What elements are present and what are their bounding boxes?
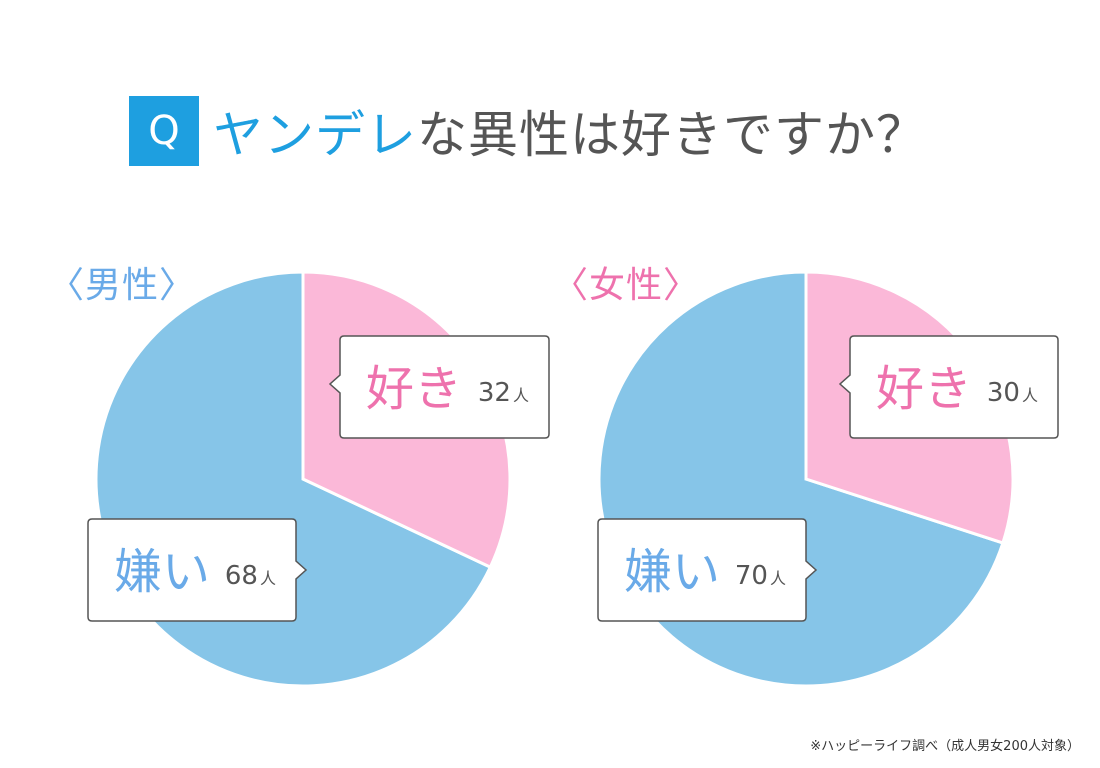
male-like-callout-box [328, 335, 550, 439]
female-like-value: 30 [987, 378, 1020, 408]
male-like-label: 好き [366, 361, 462, 417]
female-dislike-count: 70 人 [735, 561, 786, 591]
male-dislike-label: 嫌い [114, 544, 210, 600]
female-like-callout-box [838, 335, 1059, 439]
female-like-count: 30 人 [987, 378, 1038, 408]
male-dislike-unit: 人 [260, 569, 276, 588]
male-like-callout: 好き 32 人 [328, 335, 550, 439]
male-dislike-value: 68 [225, 561, 258, 591]
male-dislike-count: 68 人 [225, 561, 276, 591]
male-like-count: 32 人 [478, 378, 529, 408]
female-like-callout: 好き 30 人 [838, 335, 1059, 439]
female-group-label: 〈女性〉 [552, 265, 701, 306]
male-dislike-callout-box [87, 518, 308, 622]
male-dislike-callout: 嫌い 68 人 [87, 518, 308, 622]
male-group-label: 〈男性〉 [48, 265, 197, 306]
male-like-unit: 人 [513, 386, 529, 405]
question-text: ヤンデレな異性は好きですか？ [213, 95, 927, 167]
female-dislike-value: 70 [735, 561, 768, 591]
female-dislike-callout: 嫌い 70 人 [597, 518, 818, 622]
female-like-label: 好き [876, 361, 972, 417]
question-rest: な異性は好きですか？ [417, 106, 927, 164]
question-title: Q ヤンデレな異性は好きですか？ [129, 95, 927, 167]
female-like-unit: 人 [1022, 386, 1038, 405]
male-like-value: 32 [478, 378, 511, 408]
question-keyword: ヤンデレ [213, 106, 417, 164]
q-badge: Q [129, 96, 199, 166]
female-dislike-callout-box [597, 518, 818, 622]
female-dislike-unit: 人 [770, 569, 786, 588]
source-footnote: ※ハッピーライフ調べ（成人男女200人対象） [810, 739, 1080, 754]
female-dislike-label: 嫌い [624, 544, 720, 600]
